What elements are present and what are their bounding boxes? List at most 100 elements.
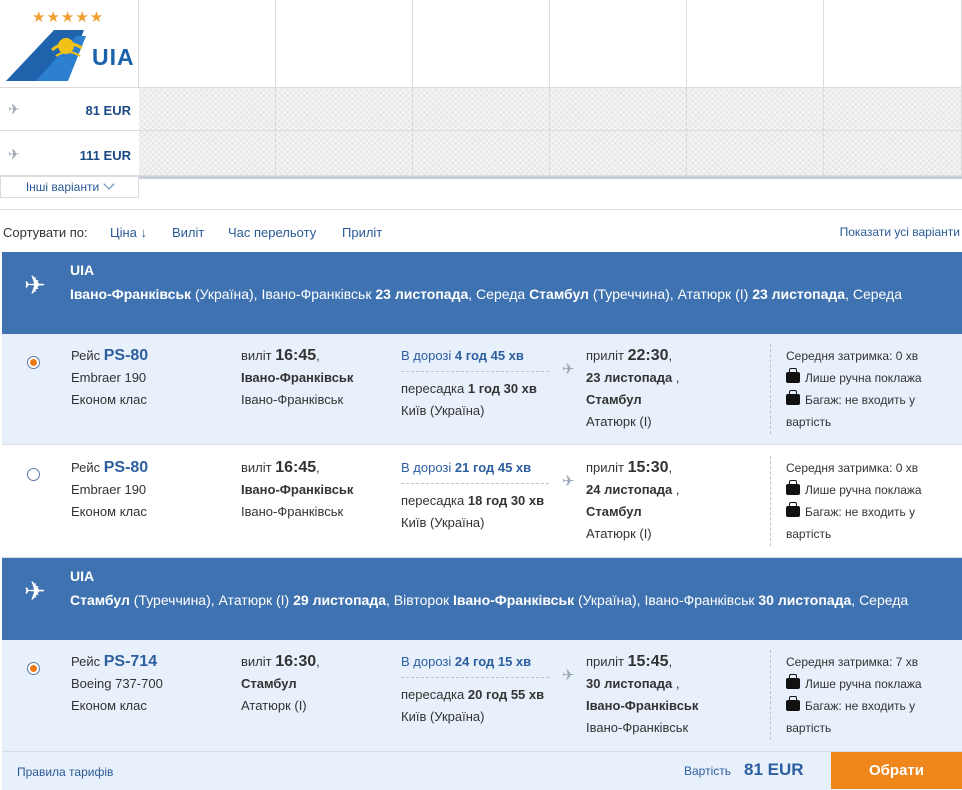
delay-label: Середня затримка: [786, 461, 893, 475]
extras-info: Середня затримка: 0 хв Лише ручна поклаж… [786, 457, 958, 545]
matrix-cell[interactable] [413, 0, 550, 88]
departure-city: Стамбул [241, 676, 297, 691]
hand-luggage-icon [786, 480, 800, 495]
transfer-city: Київ (Україна) [401, 709, 485, 724]
departure-info: виліт 16:30, Стамбул Ататюрк (I) [241, 653, 320, 713]
fare-rules-link[interactable]: Правила тарифів [17, 765, 114, 779]
flight-info: Рейс PS-714 Boeing 737-700 Економ клас [71, 651, 163, 717]
sort-departure-link[interactable]: Виліт [172, 225, 205, 240]
flight-option-row[interactable]: Рейс PS-80 Embraer 190 Економ клас виліт… [2, 446, 962, 558]
hand-luggage-icon [786, 674, 800, 689]
arrival-info: приліт 22:30, 23 листопада , Стамбул Ата… [586, 347, 680, 429]
select-button[interactable]: Обрати [831, 752, 962, 789]
matrix-cell-empty [139, 131, 276, 176]
uia-logo-icon [6, 30, 86, 81]
duration-value: 21 год 45 хв [454, 460, 532, 475]
delay-value: 0 хв [895, 461, 919, 475]
sort-price-link[interactable]: Ціна ↓ [110, 225, 148, 240]
matrix-cell[interactable] [139, 0, 276, 88]
divider [770, 456, 771, 546]
arrival-airport: Ататюрк (I) [586, 526, 652, 541]
hand-luggage-text: Лише ручна поклажа [805, 371, 922, 385]
departure-airport: Івано-Франківськ [241, 392, 344, 407]
flight-info: Рейс PS-80 Embraer 190 Економ клас [71, 457, 148, 523]
duration-info: В дорозі 24 год 15 хв пересадка 20 год 5… [401, 651, 561, 728]
departure-city: Івано-Франківськ [241, 370, 354, 385]
departure-time: 16:45 [275, 459, 317, 476]
other-variants-label: Інші варіанти [25, 180, 100, 194]
matrix-bottom-gap [0, 198, 962, 210]
arrival-info: приліт 15:45, 30 листопада , Івано-Франк… [586, 653, 699, 735]
arrival-date: 24 листопада [586, 482, 673, 497]
baggage-text: Багаж: не входить у [805, 505, 916, 519]
flight-radio[interactable] [27, 468, 40, 481]
arrival-airport: Івано-Франківськ [586, 720, 689, 735]
route-to-date: 23 листопада [752, 286, 846, 302]
flight-number: PS-80 [103, 459, 149, 476]
sort-duration-link[interactable]: Час перельоту [228, 225, 317, 240]
segment-route: Івано-Франківськ (Україна), Івано-Франкі… [70, 286, 902, 302]
route-from-date: 23 листопада [375, 286, 469, 302]
segment-header-outbound: ✈ UIA Івано-Франківськ (Україна), Івано-… [2, 252, 962, 334]
matrix-cell[interactable] [687, 0, 824, 88]
departure-time: 16:30 [275, 653, 317, 670]
arrival-city: Стамбул [586, 392, 642, 407]
delay-value: 0 хв [895, 349, 919, 363]
duration-label: В дорозі [401, 654, 452, 669]
route-from-country: (Україна), [194, 286, 258, 302]
route-to-day: Середа [852, 286, 902, 302]
flight-label: Рейс [71, 460, 101, 475]
departure-time: 16:45 [275, 347, 317, 364]
other-variants-button[interactable]: Інші варіанти [0, 176, 139, 198]
matrix-cell[interactable] [276, 0, 413, 88]
transfer-label: пересадка [401, 493, 465, 508]
departure-label: виліт [241, 654, 272, 669]
matrix-price: 81 EUR [85, 103, 131, 118]
divider [401, 677, 549, 679]
hand-luggage-text: Лише ручна поклажа [805, 677, 922, 691]
arrival-label: приліт [586, 654, 624, 669]
route-from-date: 29 листопада [293, 592, 387, 608]
matrix-price-row[interactable]: ✈ 111 EUR [0, 131, 139, 176]
sort-label: Сортувати по: [3, 225, 88, 240]
plane-icon: ✈ [8, 146, 20, 162]
divider [0, 209, 962, 210]
chevron-down-icon [103, 178, 115, 190]
matrix-cell[interactable] [550, 0, 687, 88]
matrix-cell[interactable] [824, 0, 962, 88]
matrix-price-row[interactable]: ✈ 81 EUR [0, 88, 139, 131]
arrival-time: 15:30 [627, 459, 669, 476]
divider [770, 344, 771, 434]
matrix-cell-empty [550, 131, 687, 176]
aircraft: Embraer 190 [71, 370, 147, 385]
flight-number: PS-714 [103, 653, 158, 670]
flight-option-row[interactable]: Рейс PS-714 Boeing 737-700 Економ клас в… [2, 640, 962, 752]
flight-option-row[interactable]: Рейс PS-80 Embraer 190 Економ клас виліт… [2, 334, 962, 445]
baggage-text-cont: вартість [786, 721, 832, 735]
delay-label: Середня затримка: [786, 349, 893, 363]
flight-label: Рейс [71, 654, 101, 669]
route-from-city: Стамбул [70, 592, 130, 608]
arrival-label: приліт [586, 460, 624, 475]
divider [401, 483, 549, 485]
matrix-scroll-track[interactable] [139, 176, 962, 179]
cost-label: Вартість [684, 764, 731, 778]
cabin-class: Економ клас [71, 504, 147, 519]
hand-luggage-icon [786, 368, 800, 383]
flight-radio[interactable] [27, 356, 40, 369]
total-price: 81 EUR [744, 760, 804, 779]
route-to-country: (Туреччина), [592, 286, 674, 302]
matrix-cell-empty [550, 88, 687, 131]
delay-value: 7 хв [895, 655, 919, 669]
flight-radio[interactable] [27, 662, 40, 675]
baggage-text: Багаж: не входить у [805, 393, 916, 407]
show-all-variants-link[interactable]: Показати усі варіанти [839, 225, 960, 239]
plane-arrow-icon: ✈ [562, 667, 575, 684]
sort-arrival-link[interactable]: Приліт [342, 225, 383, 240]
arrival-time: 15:45 [627, 653, 669, 670]
route-from-country: (Туреччина), [133, 592, 215, 608]
segment-airline: UIA [70, 568, 95, 584]
route-from-day: , Середа [468, 286, 526, 302]
plane-arrow-icon: ✈ [562, 361, 575, 378]
segment-route: Стамбул (Туреччина), Ататюрк (I) 29 лист… [70, 592, 909, 608]
